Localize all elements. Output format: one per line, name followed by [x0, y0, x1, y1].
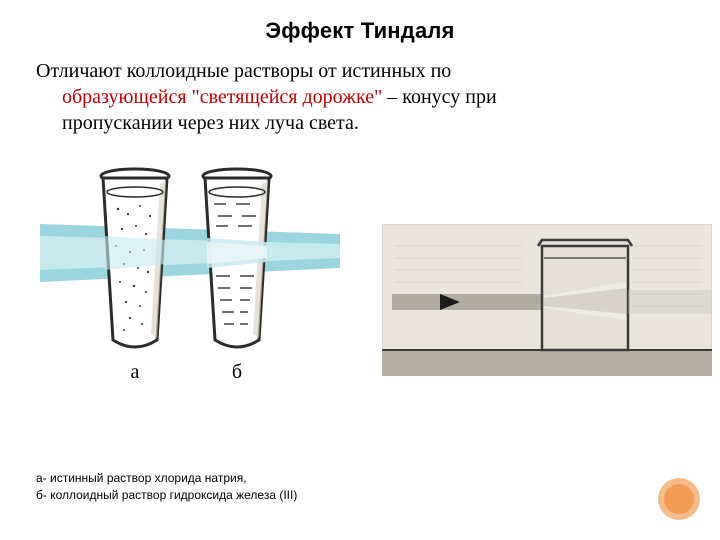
beaker — [538, 240, 632, 350]
figure-beaker — [382, 224, 712, 376]
tube-a — [101, 169, 169, 347]
body-line-2-tail: – конусу при — [382, 86, 496, 108]
caption-line-1: а- истинный раствор хлорида натрия, — [36, 470, 297, 487]
body-line-3: пропускании через них луча света. — [36, 110, 676, 136]
slide: Эффект Тиндаля Отличают коллоидные раств… — [0, 0, 720, 540]
tube-b-label: б — [232, 361, 242, 383]
body-line-2: образующейся "светящейся дорожке" – кону… — [36, 84, 676, 110]
body-highlight: образующейся "светящейся дорожке" — [62, 86, 382, 108]
caption-line-2: б- коллоидный раствор гидроксида железа … — [36, 487, 297, 504]
slide-title: Эффект Тиндаля — [36, 18, 684, 44]
figures-row: а б — [36, 146, 684, 396]
decor-circle-icon — [658, 478, 700, 520]
caption: а- истинный раствор хлорида натрия, б- к… — [36, 470, 297, 504]
decor-inner — [664, 484, 694, 514]
body-line-1: Отличают коллоидные растворы от истинных… — [36, 60, 451, 82]
tubes-svg: а б — [40, 154, 340, 394]
body-text: Отличают коллоидные растворы от истинных… — [36, 58, 676, 136]
tube-b — [203, 169, 271, 347]
beaker-svg — [382, 224, 712, 376]
figure-tubes: а б — [40, 154, 340, 394]
tube-a-label: а — [131, 361, 140, 383]
